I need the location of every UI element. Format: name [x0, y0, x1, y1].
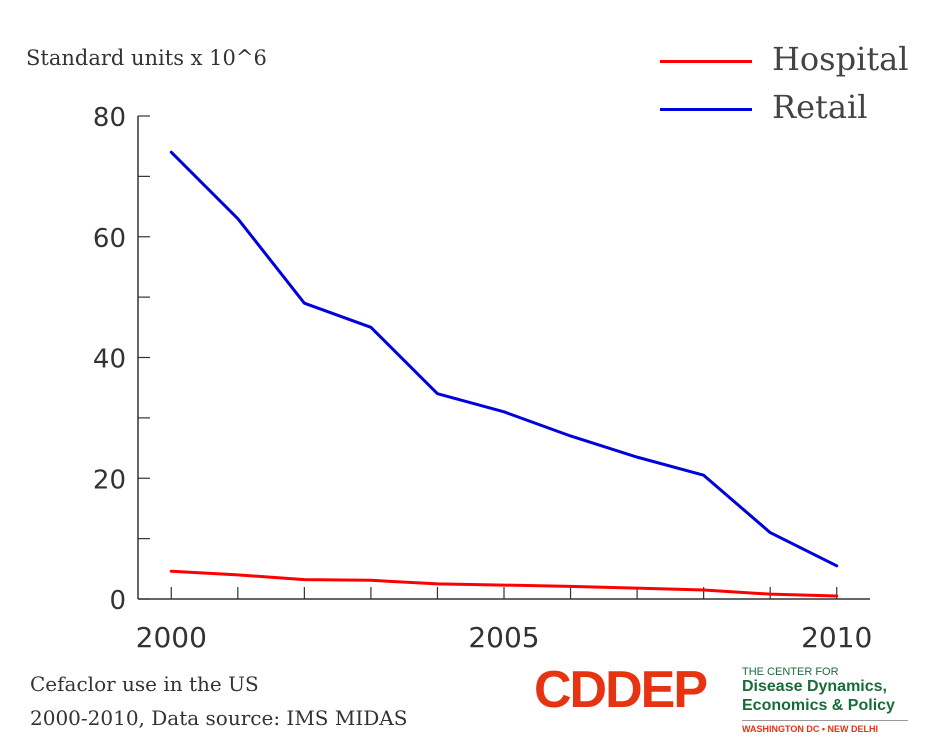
- logo-tagline-top: THE CENTER FOR: [742, 666, 839, 678]
- x-tick-label: 2005: [468, 621, 539, 654]
- caption-line-1: Cefaclor use in the US: [30, 672, 259, 696]
- x-tick-label: 2010: [801, 621, 872, 654]
- series-line-retail: [169, 150, 839, 568]
- logo-tagline-2: Economics & Policy: [742, 697, 895, 714]
- logo-tagline-1: Disease Dynamics,: [742, 678, 887, 695]
- logo-divider: [742, 720, 908, 721]
- legend-label-hospital: Hospital: [772, 40, 909, 78]
- series-line-hospital: [169, 569, 839, 598]
- logo-locations: WASHINGTON DC • NEW DELHI: [742, 724, 878, 734]
- legend-label-retail: Retail: [772, 88, 868, 126]
- y-axis-label: Standard units x 10^6: [26, 46, 267, 70]
- logo-wordmark: CDDEP: [534, 661, 708, 719]
- legend-swatch-retail: [660, 108, 752, 111]
- y-tick-label: 20: [93, 465, 126, 495]
- y-tick-label: 60: [93, 224, 126, 254]
- legend-item-retail: Retail: [660, 88, 920, 128]
- caption-line-2: 2000-2010, Data source: IMS MIDAS: [30, 706, 408, 730]
- line-chart: 0 20 40 60 80 2000 2005 2010: [93, 103, 872, 654]
- legend-item-hospital: Hospital: [660, 40, 920, 80]
- y-tick-label: 80: [93, 103, 126, 133]
- y-tick-label: 40: [93, 345, 126, 375]
- x-tick-label: 2000: [136, 621, 207, 654]
- y-tick-label: 0: [109, 586, 126, 616]
- cddep-logo: CDDEP THE CENTER FOR Disease Dynamics, E…: [534, 660, 914, 740]
- legend-swatch-hospital: [660, 60, 752, 63]
